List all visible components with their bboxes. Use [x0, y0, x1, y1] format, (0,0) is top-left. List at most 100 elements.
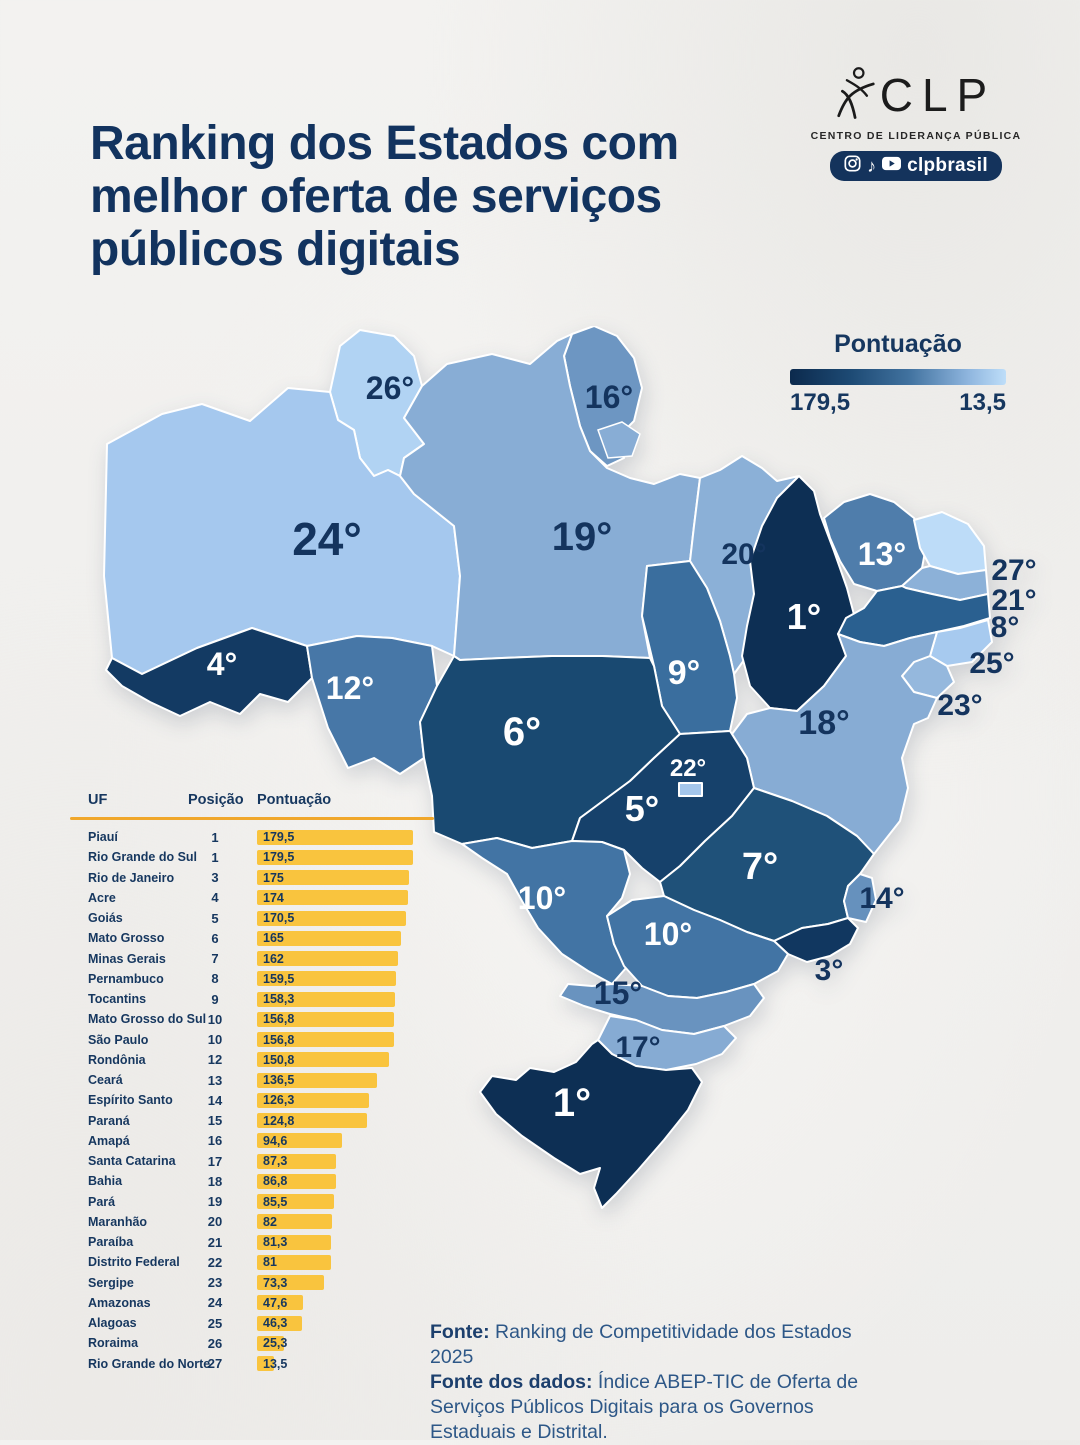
uf-cell: Amapá [88, 1133, 130, 1148]
rank-label-CE: 13° [858, 536, 906, 572]
score-bar: 13,5 [257, 1356, 287, 1372]
legend-gradient-bar [790, 369, 1006, 385]
rank-label-GO: 5° [625, 788, 659, 829]
table-row: Roraima 26 25,3 [70, 1333, 434, 1353]
position-cell: 1 [211, 829, 219, 845]
rank-label-MG: 7° [742, 846, 778, 888]
social-handle: clpbrasil [907, 155, 988, 176]
table-row: Rondônia 12 150,8 [70, 1050, 434, 1070]
score-bar-track: 94,6 [257, 1133, 434, 1149]
column-header-position: Posição [188, 792, 244, 808]
clp-logo-subtitle: CENTRO DE LIDERANÇA PÚBLICA [810, 130, 1022, 142]
position-cell: 6 [211, 930, 219, 946]
score-bar: 156,8 [257, 1032, 394, 1048]
rank-label-TO: 9° [668, 654, 701, 692]
score-bar-track: 156,8 [257, 1032, 434, 1048]
position-cell: 25 [207, 1315, 223, 1331]
source-text: Ranking de Competitividade dos Estados 2… [430, 1321, 852, 1368]
ranking-table: UF Posição Pontuação Piauí 1 179,5 Rio Gran… [70, 792, 434, 1374]
table-row: Rio Grande do Sul 1 179,5 [70, 847, 434, 867]
table-row: Pernambuco 8 159,5 [70, 969, 434, 989]
rank-label-AM: 24° [292, 513, 362, 565]
table-row: Santa Catarina 17 87,3 [70, 1151, 434, 1171]
score-bar: 158,3 [257, 991, 396, 1007]
uf-cell: São Paulo [88, 1032, 149, 1047]
position-cell: 9 [211, 991, 219, 1007]
youtube-icon [882, 156, 902, 176]
score-bar-track: 86,8 [257, 1173, 434, 1189]
score-legend: Pontuação 179,5 13,5 [790, 330, 1006, 417]
uf-cell: Minas Gerais [88, 951, 166, 966]
position-cell: 14 [207, 1092, 223, 1108]
score-bar: 170,5 [257, 910, 406, 926]
state-ES [843, 873, 877, 923]
score-bar-track: 81,3 [257, 1234, 434, 1250]
position-cell: 26 [207, 1335, 223, 1351]
score-bar: 136,5 [257, 1072, 378, 1088]
uf-cell: Santa Catarina [88, 1154, 176, 1169]
uf-cell: Mato Grosso do Sul [88, 1012, 207, 1027]
score-bar-track: 25,3 [257, 1335, 434, 1351]
uf-cell: Rio de Janeiro [88, 870, 175, 885]
score-bar: 175 [257, 870, 410, 886]
rank-label-PA: 19° [552, 515, 613, 559]
state-RN [913, 511, 987, 575]
state-RS [479, 1039, 703, 1209]
rank-label-RN: 27° [991, 554, 1036, 587]
rank-label-PR: 15° [594, 975, 642, 1011]
page-title: Ranking dos Estados com melhor oferta de… [90, 117, 679, 276]
rank-label-AP: 16° [585, 379, 633, 415]
uf-cell: Distrito Federal [88, 1255, 180, 1270]
rank-label-RS: 1° [553, 1081, 591, 1125]
score-bar-track: 85,5 [257, 1194, 434, 1210]
position-cell: 19 [207, 1194, 223, 1210]
table-row: Amazonas 24 47,6 [70, 1293, 434, 1313]
score-bar-track: 165 [257, 930, 434, 946]
brazil-map: 26° 16°24° 19° 20°1°13°9°18°4°12°6°5°7°10°1… [103, 326, 1037, 1209]
score-bar: 81,3 [257, 1234, 331, 1250]
source-line: Fonte: Ranking de Competitividade dos Es… [430, 1320, 888, 1370]
column-header-uf: UF [88, 792, 108, 808]
position-cell: 13 [207, 1072, 223, 1088]
score-bar-track: 81 [257, 1254, 434, 1270]
score-bar: 73,3 [257, 1275, 325, 1291]
position-cell: 4 [211, 890, 219, 906]
position-cell: 21 [207, 1234, 223, 1250]
position-cell: 12 [207, 1052, 223, 1068]
instagram-icon [844, 155, 861, 177]
social-pill[interactable]: ♪ clpbrasil [830, 151, 1002, 181]
uf-cell: Tocantins [88, 992, 147, 1007]
score-bar: 159,5 [257, 971, 397, 987]
position-cell: 23 [207, 1275, 223, 1291]
rank-label-SC: 17° [615, 1031, 660, 1064]
score-bar-track: 156,8 [257, 1011, 434, 1027]
state-SP [606, 895, 789, 999]
uf-cell: Pará [88, 1194, 116, 1209]
rank-label-PB: 21° [991, 584, 1036, 617]
score-bar-track: 162 [257, 951, 434, 967]
table-row: São Paulo 10 156,8 [70, 1030, 434, 1050]
legend-title: Pontuação [834, 330, 962, 358]
uf-cell: Roraima [88, 1336, 139, 1351]
score-bar-track: 179,5 [257, 829, 434, 845]
table-row: Tocantins 9 158,3 [70, 989, 434, 1009]
score-bar-track: 158,3 [257, 991, 434, 1007]
position-cell: 22 [207, 1254, 223, 1270]
score-bar-track: 179,5 [257, 849, 434, 865]
score-bar: 150,8 [257, 1052, 389, 1068]
uf-cell: Goiás [88, 911, 123, 926]
source-footer: Fonte: Ranking de Competitividade dos Es… [430, 1320, 888, 1445]
score-bar: 81 [257, 1254, 331, 1270]
table-row: Rio Grande do Norte 27 13,5 [70, 1354, 434, 1374]
clp-wordmark: CLP [879, 69, 997, 121]
position-cell: 20 [207, 1214, 223, 1230]
table-row: Paraíba 21 81,3 [70, 1232, 434, 1252]
score-bar: 156,8 [257, 1011, 394, 1027]
uf-cell: Rio Grande do Norte [88, 1356, 211, 1371]
rank-label-RO: 12° [326, 670, 374, 706]
position-cell: 5 [211, 910, 219, 926]
rank-label-DF: 22° [670, 755, 706, 782]
uf-cell: Bahia [88, 1174, 123, 1189]
ranking-table-rows: Piauí 1 179,5 Rio Grande do Sul 1 179,5 Rio de… [70, 827, 434, 1374]
score-bar: 25,3 [257, 1335, 287, 1351]
